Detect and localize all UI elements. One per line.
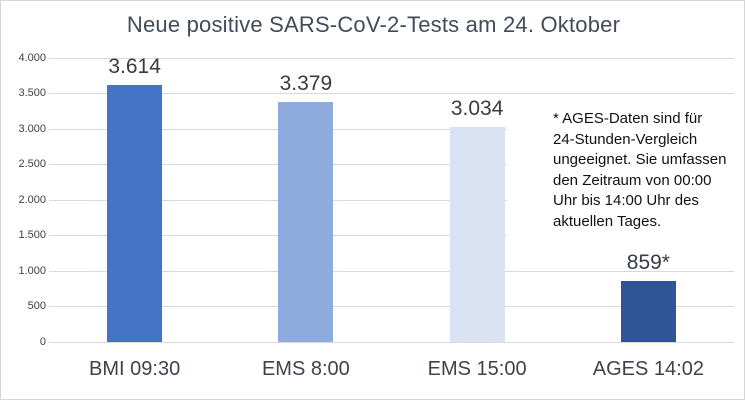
y-axis-tick-label: 500 — [27, 300, 46, 312]
gridline-2.500 — [49, 164, 734, 165]
gridline-1.000 — [49, 270, 734, 272]
annotation-line: ungeeignet. Sie umfassen — [553, 151, 727, 168]
gridline-3.500 — [49, 93, 734, 94]
annotation-line: * AGES-Daten sind für — [553, 110, 703, 127]
gridline-0 — [49, 341, 734, 343]
y-axis-tick-label: 4.000 — [18, 51, 46, 64]
bar-bmi-09-30 — [107, 85, 163, 342]
bar-ages-14-02 — [620, 281, 676, 342]
y-axis-tick-label: 2.500 — [18, 158, 46, 170]
bar-value-label: 3.614 — [108, 55, 161, 79]
bar-value-label: 3.034 — [450, 96, 504, 120]
y-axis-tick-label: 3.500 — [18, 87, 46, 99]
bar-value-label: 859* — [626, 251, 670, 274]
x-axis-category-label: AGES 14:02 — [592, 358, 704, 380]
annotation-line: 24-Stunden-Vergleich — [553, 130, 698, 148]
gridline-1.500 — [49, 235, 734, 236]
y-axis-tick-label: 3.000 — [18, 122, 46, 135]
y-axis-tick-label: 0 — [39, 335, 46, 348]
x-axis-category-label: EMS 8:00 — [261, 358, 350, 380]
y-axis-tick-label: 1.000 — [18, 264, 46, 277]
y-axis-tick-label: 1.500 — [18, 229, 46, 241]
annotation-line: den Zeitraum von 00:00 — [553, 171, 712, 189]
x-axis-category-label: BMI 09:30 — [89, 358, 181, 380]
y-axis-tick-label: 2.000 — [18, 193, 46, 206]
bar-value-label: 3.379 — [279, 72, 333, 96]
chart-title: Neue positive SARS-CoV-2-Tests am 24. Ok… — [126, 12, 621, 37]
gridline-500 — [49, 306, 734, 307]
gridline-4.000 — [49, 57, 734, 59]
annotation-line: aktuellen Tages. — [553, 212, 662, 230]
annotation-line: Uhr bis 14:00 Uhr des — [553, 192, 699, 209]
annotation-text: * AGES-Daten sind für 24-Stunden-Verglei… — [553, 109, 744, 232]
gridline-3.000 — [49, 128, 734, 130]
annotation-text-box: * AGES-Daten sind für 24-Stunden-Verglei… — [507, 105, 741, 237]
bar-ems-15-00 — [449, 126, 505, 342]
x-axis-category-label: EMS 15:00 — [427, 358, 527, 380]
bar-ems-8-00 — [278, 102, 334, 342]
gridline-2.000 — [49, 199, 734, 201]
